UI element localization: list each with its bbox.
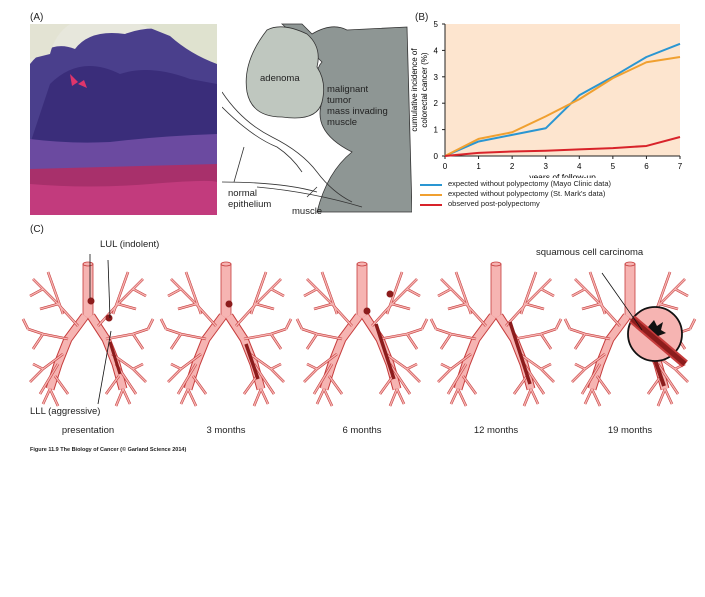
timepoint-3-months: 3 months	[206, 425, 246, 436]
figure-caption: Figure 11.9 The Biology of Cancer (© Gar…	[30, 447, 187, 453]
normal-label-1: normal	[228, 188, 258, 199]
timepoint-6-months: 6 months	[342, 425, 382, 436]
panel-c-label: (C)	[30, 224, 44, 235]
x-tick-label: 0	[443, 162, 448, 171]
y-tick-label: 5	[434, 20, 439, 29]
lung-series	[0, 254, 705, 436]
legend-label-observed: observed post-polypectomy	[448, 199, 540, 208]
histology-micrograph	[30, 24, 217, 215]
y-tick-label: 4	[434, 46, 439, 55]
normal-label-2: epithelium	[228, 199, 272, 210]
scc-annotation: squamous cell carcinoma	[536, 247, 644, 258]
y-tick-label: 2	[434, 99, 439, 108]
legend-swatch-observed	[420, 204, 442, 206]
timepoint-12-months: 12 months	[473, 425, 519, 436]
legend-swatch-mayo	[420, 184, 442, 186]
panel-b-label: (B)	[415, 12, 429, 23]
y-tick-label: 1	[434, 126, 439, 135]
x-tick-label: 1	[476, 162, 481, 171]
x-tick-label: 7	[678, 162, 683, 171]
x-tick-label: 5	[611, 162, 616, 171]
series-line-1	[444, 56, 681, 157]
lul-annotation: LUL (indolent)	[100, 239, 160, 250]
malignant-label-2: tumor	[327, 95, 352, 106]
lung-6-months	[297, 262, 427, 406]
series-line-0	[444, 42, 681, 157]
plot-area	[445, 24, 680, 156]
lung-19-months	[565, 262, 695, 406]
malignant-label-1: malignant	[327, 84, 369, 95]
legend-label-stmark: expected without polypectomy (St. Mark's…	[448, 189, 606, 198]
malignant-label-4: muscle	[327, 117, 358, 128]
x-tick-label: 6	[644, 162, 649, 171]
lung-3-months	[161, 262, 291, 406]
legend-label-mayo: expected without polypectomy (Mayo Clini…	[448, 179, 611, 188]
y-tick-label: 0	[434, 152, 439, 161]
y-tick-label: 3	[434, 73, 439, 82]
legend-swatch-stmark	[420, 194, 442, 196]
timepoint-presentation: presentation	[61, 425, 115, 436]
x-tick-label: 4	[577, 162, 582, 171]
incidence-chart: 0 1 2 3 4 5 6 7 0 1 2 3 4 5 years of follow-up cumulati…	[410, 20, 683, 178]
lll-annotation: LLL (aggressive)	[30, 406, 101, 417]
x-tick-label: 2	[510, 162, 515, 171]
panel-a-label: (A)	[30, 12, 44, 23]
tissue-diagram	[222, 23, 412, 213]
lung-presentation	[23, 262, 153, 406]
lung-12-months	[431, 262, 561, 406]
x-axis-label: years of follow-up	[529, 172, 596, 178]
muscle-label: muscle	[292, 206, 323, 217]
adenoma-label: adenoma	[260, 73, 300, 84]
series-line-2	[444, 136, 681, 157]
timepoint-19-months: 19 months	[607, 425, 653, 436]
malignant-label-3: mass invading	[327, 106, 388, 117]
y-axis-label: cumulative incidence ofcolorectal cancer…	[410, 48, 429, 132]
x-tick-label: 3	[543, 162, 548, 171]
